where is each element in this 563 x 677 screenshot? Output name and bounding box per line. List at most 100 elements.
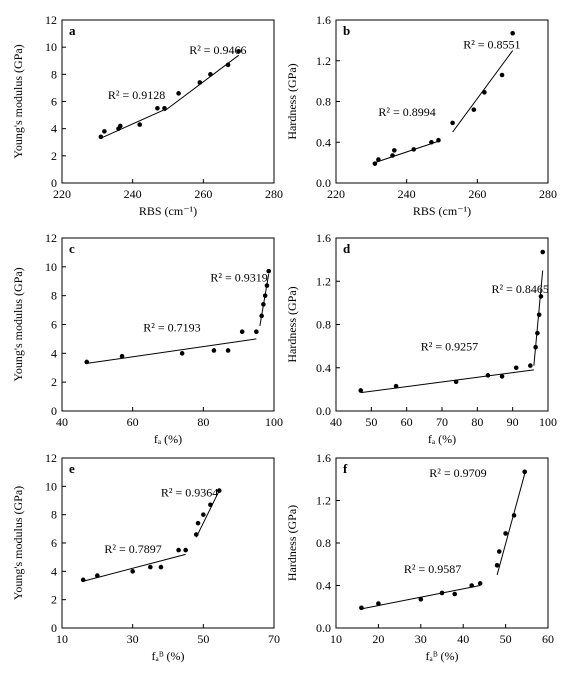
y-tick-label: 12: [45, 231, 57, 245]
y-tick-label: 0.8: [316, 95, 331, 109]
data-point: [176, 547, 181, 553]
data-point: [372, 161, 378, 166]
x-tick-label: 40: [330, 415, 342, 429]
data-point: [208, 72, 213, 77]
x-tick-label: 30: [127, 632, 139, 646]
x-tick-label: 70: [436, 415, 448, 429]
data-point: [540, 249, 545, 255]
x-tick-label: 100: [539, 415, 557, 429]
plot-frame: [335, 237, 549, 412]
fit-line: [533, 270, 544, 366]
panel-a: 220 240 260 280 0 2 4 6 8 10 12 RBS (cm⁻¹) Young's m…: [11, 13, 283, 218]
r-squared-label: R² = 0.8994: [378, 105, 435, 119]
x-tick-label: 40: [457, 632, 469, 646]
fit-line: [100, 109, 165, 139]
x-tick-label: 240: [398, 187, 416, 201]
data-point: [528, 363, 533, 368]
x-tick-label: 240: [124, 187, 142, 201]
data-point: [522, 469, 527, 475]
data-point: [513, 365, 519, 371]
y-tick-label: 1.2: [316, 274, 331, 288]
panel-letter: e: [69, 461, 75, 476]
y-tick-label: 0: [51, 404, 57, 418]
data-point: [450, 120, 455, 126]
y-tick-label: 4: [51, 564, 57, 578]
data-point: [84, 359, 90, 365]
data-point: [477, 581, 483, 586]
data-point: [195, 520, 201, 526]
data-point: [137, 122, 143, 127]
data-point: [239, 329, 245, 335]
data-point: [439, 590, 445, 596]
panel-c: 40 60 80 100 0 2 4 6 8 10 12 fₐ (%) Young's modulus …: [11, 231, 283, 446]
x-tick-label: 30: [415, 632, 427, 646]
y-tick-label: 0.4: [316, 361, 331, 375]
y-tick-label: 8: [51, 289, 57, 303]
data-point: [95, 573, 100, 578]
x-tick-label: 20: [372, 632, 384, 646]
panel-letter: d: [343, 241, 351, 256]
x-tick-label: 10: [56, 632, 68, 646]
plot-frame: [61, 457, 275, 629]
y-tick-label: 0.4: [316, 579, 331, 593]
y-tick-label: 0.0: [316, 404, 331, 418]
data-point: [499, 374, 505, 379]
data-point: [266, 268, 272, 274]
y-tick-label: 6: [51, 95, 57, 109]
data-point: [453, 379, 459, 385]
data-point: [211, 348, 217, 353]
panel-letter: f: [343, 461, 348, 476]
y-tick-label: 2: [51, 375, 57, 389]
data-point: [130, 569, 135, 574]
y-axis-label: Young's modulus (GPa): [11, 486, 25, 600]
fit-line: [86, 338, 257, 364]
fit-line: [374, 140, 439, 164]
data-point: [418, 597, 424, 602]
x-axis-label: fₐ (%): [428, 432, 456, 446]
y-tick-label: 6: [51, 536, 57, 550]
panel-letter: a: [69, 23, 76, 38]
y-tick-label: 0.0: [316, 621, 331, 635]
x-tick-label: 100: [265, 415, 283, 429]
r-squared-label: R² = 0.7193: [143, 321, 200, 335]
y-tick-label: 10: [45, 260, 57, 274]
x-tick-label: 60: [542, 632, 554, 646]
data-point: [436, 137, 441, 143]
data-point: [482, 90, 487, 95]
x-tick-label: 50: [197, 632, 209, 646]
y-tick-label: 1.6: [316, 451, 331, 465]
y-tick-label: 2: [51, 149, 57, 163]
data-point: [155, 105, 160, 111]
data-point: [158, 564, 164, 570]
y-tick-label: 2: [51, 593, 57, 607]
data-point: [80, 577, 86, 583]
x-tick-label: 70: [268, 632, 280, 646]
fit-line: [496, 473, 526, 576]
fit-line: [360, 369, 534, 394]
x-tick-label: 280: [539, 187, 557, 201]
data-point: [390, 153, 395, 158]
y-tick-label: 1.2: [316, 54, 331, 68]
data-point: [452, 591, 458, 597]
data-point: [118, 123, 123, 129]
y-axis-label: Hardness (GPa): [285, 505, 299, 581]
data-point: [102, 129, 107, 134]
data-point: [162, 105, 167, 111]
y-tick-label: 1.2: [316, 494, 331, 508]
y-tick-label: 10: [45, 40, 57, 54]
y-tick-label: 10: [45, 479, 57, 493]
y-axis-label: Hardness (GPa): [285, 286, 299, 362]
fit-line: [195, 490, 220, 538]
data-point: [183, 547, 188, 553]
r-squared-label: R² = 0.8465: [491, 282, 548, 296]
y-tick-label: 0.8: [316, 536, 331, 550]
x-axis-label: RBS (cm⁻¹): [413, 204, 471, 218]
data-point: [236, 48, 241, 54]
data-point: [499, 72, 505, 78]
data-point: [536, 312, 542, 318]
y-tick-label: 1.6: [316, 231, 331, 245]
x-axis-label: fₐᴮ (%): [152, 649, 185, 663]
data-point: [201, 512, 206, 517]
x-axis-label: RBS (cm⁻¹): [139, 204, 197, 218]
